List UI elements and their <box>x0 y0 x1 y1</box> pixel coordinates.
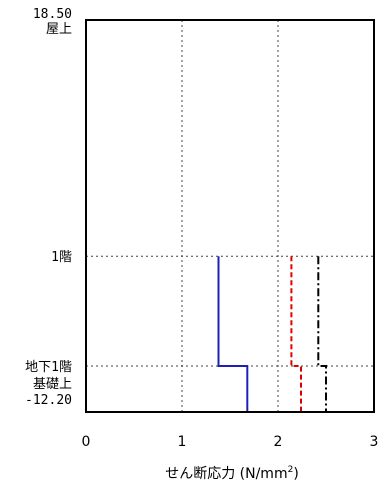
series-line-1 <box>290 256 302 412</box>
y-label-found-value: -12.20 <box>25 393 72 408</box>
x-tick-label-3: 3 <box>370 434 379 450</box>
x-axis-label-superscript: 2 <box>288 465 294 475</box>
x-tick-label-0: 0 <box>82 434 91 450</box>
y-label-found-name: 基礎上 <box>33 377 72 392</box>
grid-layer <box>86 20 374 412</box>
series-line-0 <box>217 256 249 412</box>
x-axis-label-close: ) <box>293 466 298 482</box>
y-label-floor1: 1階 <box>51 250 72 265</box>
plot-frame <box>85 19 375 413</box>
x-tick-label-2: 2 <box>274 434 283 450</box>
x-tick-label-1: 1 <box>178 434 187 450</box>
y-label-top-name: 屋上 <box>46 22 72 37</box>
series-layer <box>217 256 327 412</box>
x-axis-label: せん断応力 (N/mm2) <box>165 465 299 482</box>
x-axis-label-main: せん断応力 (N/mm <box>165 466 287 482</box>
y-label-top-value: 18.50 <box>33 7 72 22</box>
x-ticks-layer: 0 1 2 3 <box>82 434 379 450</box>
series-line-2 <box>317 256 327 412</box>
y-label-b1: 地下1階 <box>25 360 72 375</box>
